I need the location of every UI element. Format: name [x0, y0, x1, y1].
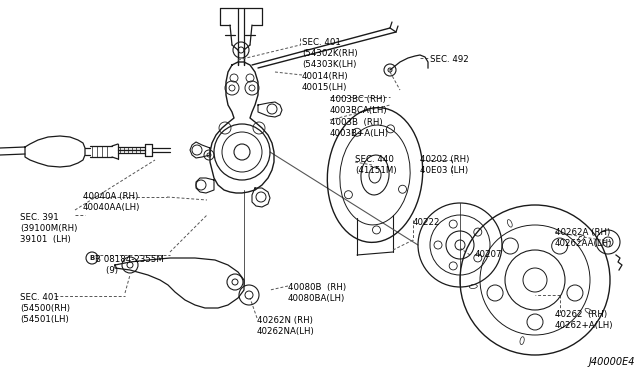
Text: 40207: 40207 — [475, 250, 502, 259]
Text: B: B — [90, 255, 95, 261]
Text: 40262A (RH)
40262AA(LH): 40262A (RH) 40262AA(LH) — [555, 228, 612, 248]
Text: 40262N (RH)
40262NA(LH): 40262N (RH) 40262NA(LH) — [257, 316, 315, 336]
Text: SEC. 440
(41151M): SEC. 440 (41151M) — [355, 155, 397, 175]
Text: 4003BC (RH)
4003BCA(LH): 4003BC (RH) 4003BCA(LH) — [330, 95, 388, 115]
Text: 40040A (RH)
40040AA(LH): 40040A (RH) 40040AA(LH) — [83, 192, 140, 212]
Text: 4003B  (RH)
4003B+A(LH): 4003B (RH) 4003B+A(LH) — [330, 118, 389, 138]
Text: 40262  (RH)
40262+A(LH): 40262 (RH) 40262+A(LH) — [555, 310, 614, 330]
Text: B 08184-2355M
    (9): B 08184-2355M (9) — [95, 255, 164, 275]
Text: 40222: 40222 — [413, 218, 440, 227]
Text: SEC. 492: SEC. 492 — [430, 55, 468, 64]
Text: SEC. 391
(39100M(RH)
39101  (LH): SEC. 391 (39100M(RH) 39101 (LH) — [20, 213, 77, 244]
Text: 40202 (RH)
40E03 (LH): 40202 (RH) 40E03 (LH) — [420, 155, 469, 175]
Text: SEC. 401
(54500(RH)
(54501(LH): SEC. 401 (54500(RH) (54501(LH) — [20, 293, 70, 324]
Text: J40000E4: J40000E4 — [589, 357, 635, 367]
Text: 40080B  (RH)
40080BA(LH): 40080B (RH) 40080BA(LH) — [288, 283, 346, 303]
Text: SEC. 401
(54302K(RH)
(54303K(LH): SEC. 401 (54302K(RH) (54303K(LH) — [302, 38, 358, 69]
Text: 40014(RH)
40015(LH): 40014(RH) 40015(LH) — [302, 72, 349, 92]
